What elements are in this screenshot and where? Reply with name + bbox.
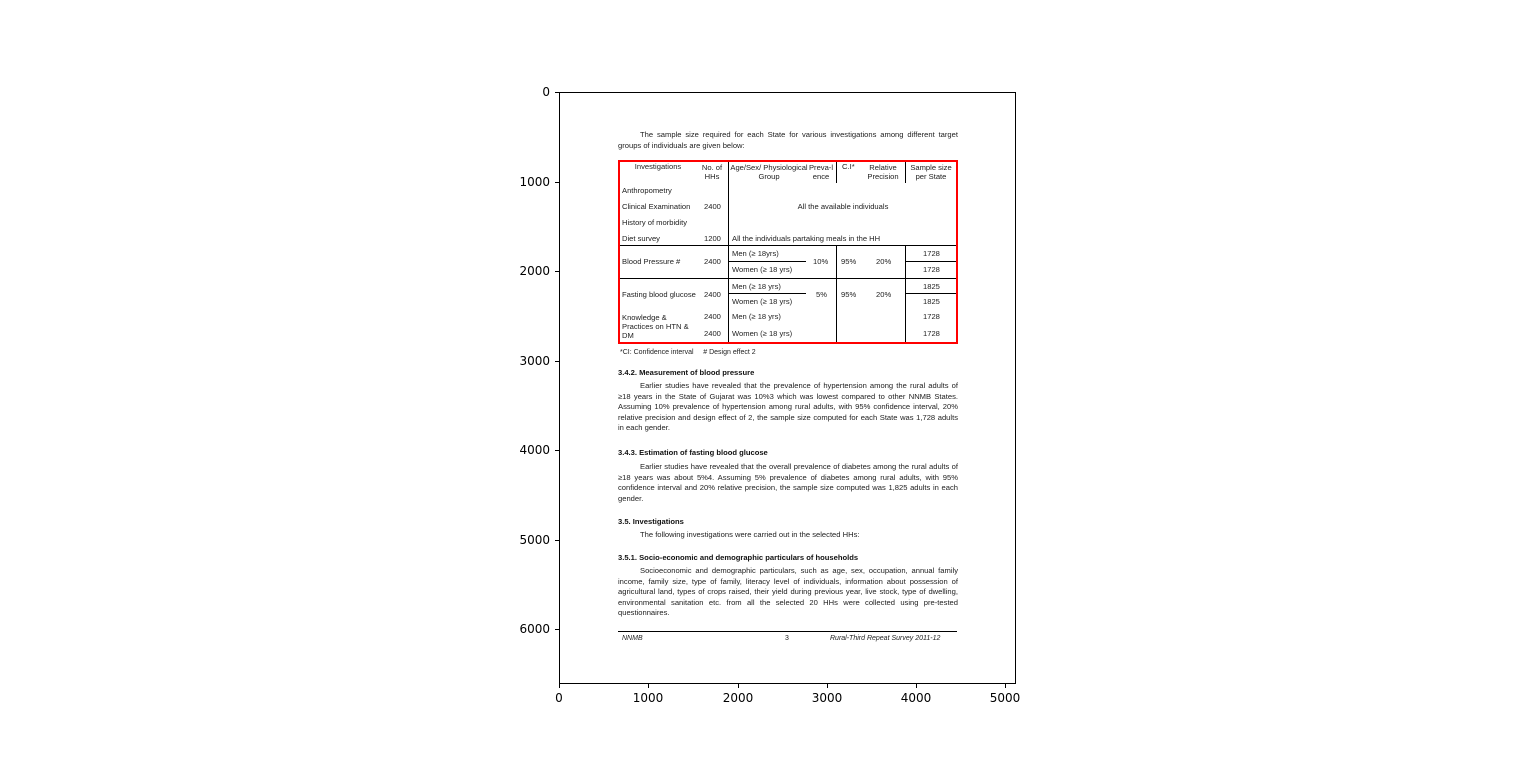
table-cell: 10%: [813, 257, 829, 266]
table-cell: Men (≥ 18 yrs): [732, 312, 781, 321]
table-header: Preva-lence: [808, 163, 834, 181]
table-cell: 2400: [704, 257, 721, 266]
table-rule: [905, 261, 958, 262]
table-header: Sample size per State: [910, 163, 952, 181]
section-heading: 3.4.3. Estimation of fasting blood gluco…: [618, 448, 768, 457]
table-rule: [728, 293, 806, 294]
table-cell: Men (≥ 18 yrs): [732, 282, 781, 291]
table-cell: Women (≥ 18 yrs): [732, 297, 793, 306]
table-rule: [728, 160, 729, 344]
table-cell: 95%: [841, 290, 857, 299]
table-cell: 1728: [923, 265, 940, 274]
y-tick-label: 5000: [519, 533, 550, 547]
x-tick-mark: [916, 684, 917, 688]
table-rule: [905, 160, 906, 183]
table-cell: Women (≥ 18 yrs): [732, 265, 793, 274]
y-tick-label: 4000: [519, 443, 550, 457]
table-cell: 1825: [923, 297, 940, 306]
intro-paragraph: The sample size required for each State …: [618, 130, 958, 150]
x-tick-label: 2000: [722, 691, 754, 705]
table-cell: 2400: [704, 312, 721, 321]
x-tick-label: 0: [555, 691, 563, 705]
y-tick-label: 3000: [519, 354, 550, 368]
section-heading: 3.4.2. Measurement of blood pressure: [618, 368, 755, 377]
y-tick-label: 6000: [519, 622, 550, 636]
table-rule: [728, 261, 806, 262]
x-tick-mark: [827, 684, 828, 688]
table-cell: All the individuals partaking meals in t…: [732, 234, 881, 243]
y-tick-label: 2000: [519, 264, 550, 278]
x-tick-mark: [1005, 684, 1006, 688]
table-cell: 95%: [841, 257, 857, 266]
table-cell: Fasting blood glucose: [622, 290, 696, 299]
section-heading: 3.5. Investigations: [618, 517, 684, 526]
x-tick-label: 1000: [632, 691, 664, 705]
table-cell: 1728: [923, 249, 940, 258]
y-tick-mark: [555, 540, 559, 541]
table-cell: Men (≥ 18yrs): [732, 249, 779, 258]
y-tick-mark: [555, 361, 559, 362]
image-axes: [559, 92, 1016, 684]
paragraph: Socioeconomic and demographic particular…: [618, 566, 958, 618]
page-number: 3: [785, 635, 789, 642]
table-cell: History of morbidity: [622, 218, 687, 227]
table-cell: Blood Pressure #: [622, 257, 681, 266]
x-tick-label: 4000: [900, 691, 932, 705]
y-tick-mark: [555, 92, 559, 93]
table-cell: All the available individuals: [797, 202, 889, 211]
y-tick-mark: [555, 182, 559, 183]
y-tick-label: 1000: [519, 175, 550, 189]
table-cell: 20%: [876, 257, 892, 266]
table-cell: 20%: [876, 290, 892, 299]
footer-rule: [618, 631, 957, 632]
x-tick-mark: [559, 684, 560, 688]
table-header: Investigations: [634, 162, 682, 171]
highlight-bounding-box: [618, 160, 958, 344]
table-header: No. of HHs: [701, 163, 723, 181]
table-header: C.I*: [842, 162, 855, 171]
y-tick-mark: [555, 450, 559, 451]
table-cell: 5%: [816, 290, 827, 299]
footer-left: NNMB: [622, 635, 643, 642]
table-cell: 1728: [923, 329, 940, 338]
table-cell: Women (≥ 18 yrs): [732, 329, 793, 338]
table-cell: 1825: [923, 282, 940, 291]
table-header: Age/Sex/ Physiological Group: [730, 163, 808, 181]
table-cell: 1728: [923, 312, 940, 321]
x-tick-label: 3000: [811, 691, 843, 705]
paragraph: Earlier studies have revealed that the o…: [618, 462, 958, 503]
table-cell: 1200: [704, 234, 721, 243]
table-rule: [618, 278, 958, 279]
table-footnote: *CI: Confidence interval # Design effect…: [620, 349, 756, 356]
table-rule: [905, 245, 906, 344]
x-tick-mark: [648, 684, 649, 688]
table-rule: [836, 160, 837, 183]
x-tick-label: 5000: [989, 691, 1021, 705]
table-rule: [836, 245, 837, 344]
table-cell: 2400: [704, 202, 721, 211]
y-tick-mark: [555, 271, 559, 272]
section-heading: 3.5.1. Socio-economic and demographic pa…: [618, 553, 859, 562]
table-cell: Diet survey: [622, 234, 660, 243]
table-cell: Anthropometry: [622, 186, 672, 195]
table-rule: [905, 293, 958, 294]
table-header: Relative Precision: [867, 163, 899, 181]
y-tick-label: 0: [542, 85, 550, 99]
paragraph: The following investigations were carrie…: [640, 530, 860, 539]
paragraph: Earlier studies have revealed that the p…: [618, 381, 958, 433]
y-tick-mark: [555, 629, 559, 630]
footer-right: Rural-Third Repeat Survey 2011-12: [830, 635, 941, 642]
table-rule: [618, 245, 958, 246]
table-cell: 2400: [704, 290, 721, 299]
table-cell: Clinical Examination: [622, 202, 691, 211]
table-cell: 2400: [704, 329, 721, 338]
table-cell: Knowledge & Practices on HTN & DM: [622, 313, 689, 340]
x-tick-mark: [738, 684, 739, 688]
